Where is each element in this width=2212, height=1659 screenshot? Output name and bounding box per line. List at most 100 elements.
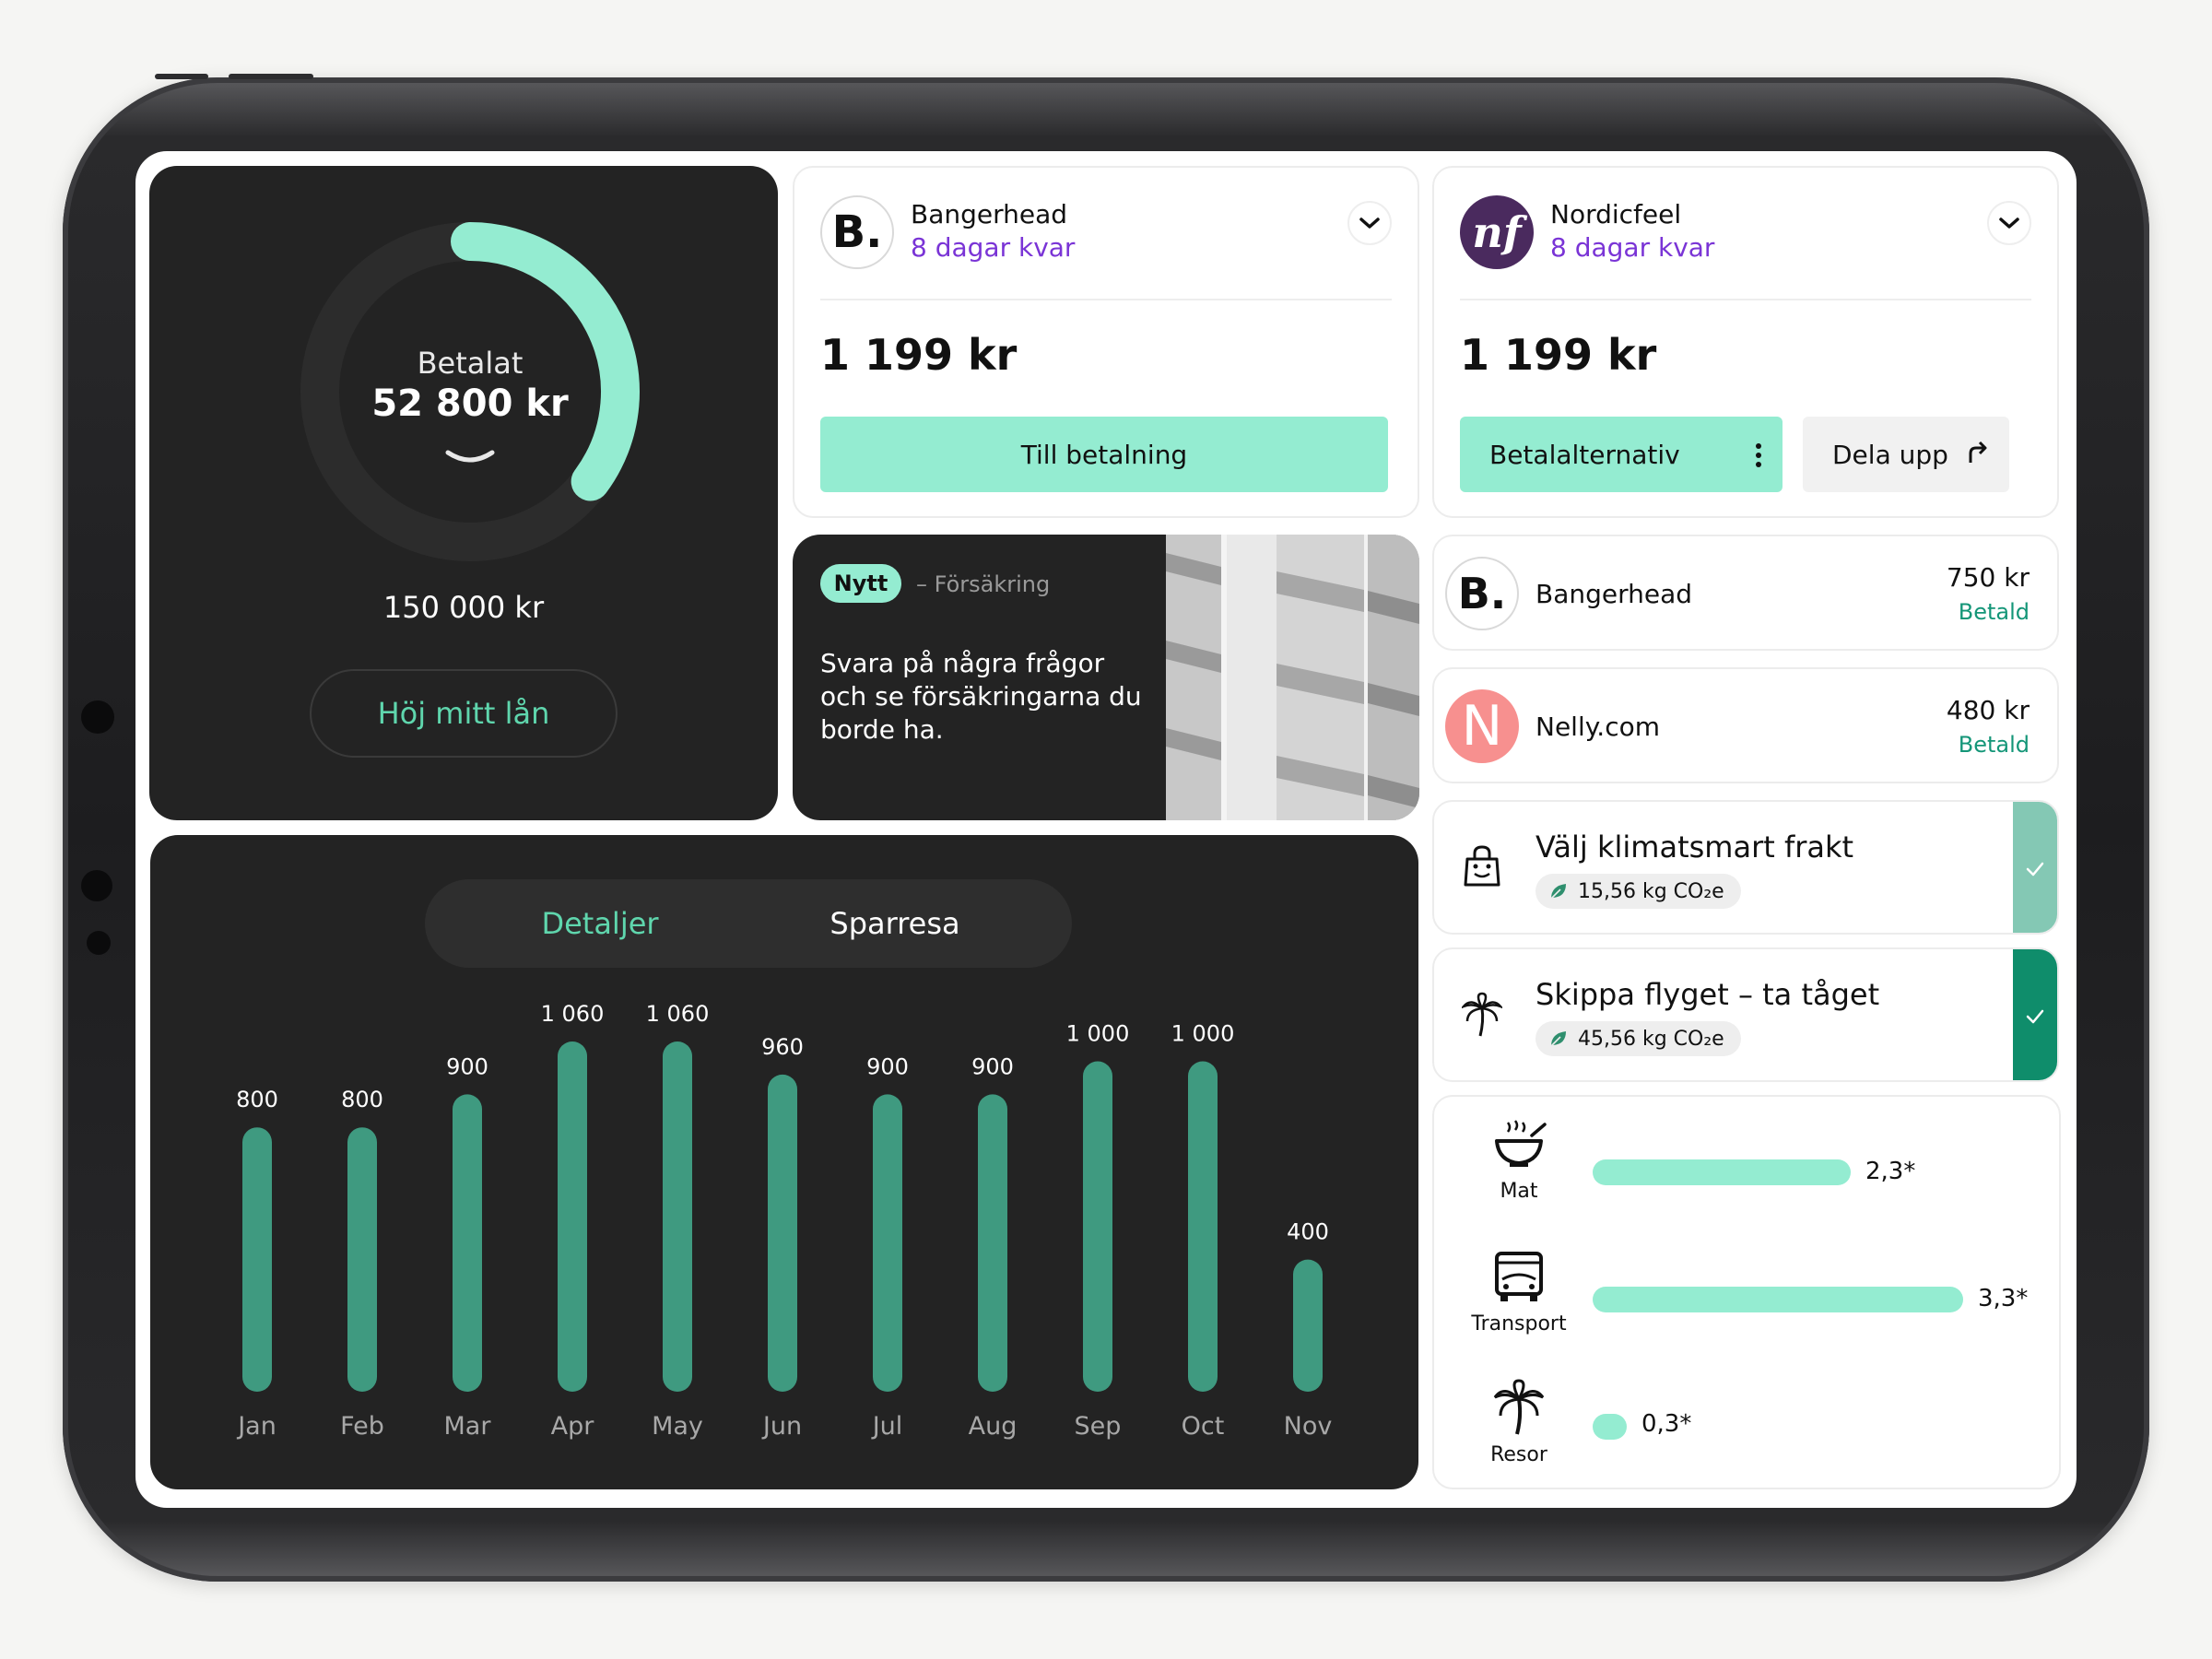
x-tick-label: Jun xyxy=(761,1412,802,1441)
x-tick-label: Jan xyxy=(236,1412,276,1441)
raise-loan-button[interactable]: Höj mitt lån xyxy=(310,669,618,758)
footprint-label: Mat xyxy=(1500,1180,1538,1203)
climate-choice-shipping[interactable]: Välj klimatsmart frakt 15,56 kg CO₂e xyxy=(1432,800,2059,935)
bar-jun[interactable] xyxy=(768,1074,797,1392)
camera-lens xyxy=(81,870,112,901)
split-payment-label: Dela upp xyxy=(1832,439,1948,470)
building-photo xyxy=(1166,535,1419,820)
bar-may[interactable] xyxy=(663,1041,692,1392)
merchant-name: Nordicfeel xyxy=(1550,199,1682,229)
leaf-icon xyxy=(1550,884,1566,900)
bangerhead-logo: B. xyxy=(1445,557,1519,630)
merchant-name: Bangerhead xyxy=(1535,579,1693,609)
nordicfeel-logo: nf xyxy=(1460,195,1534,269)
invoice-amount: 1 199 kr xyxy=(820,330,1018,380)
x-tick-label: Oct xyxy=(1182,1412,1225,1441)
payment-status: Betald xyxy=(1958,732,2030,758)
shopping-bag-icon xyxy=(1464,845,1500,887)
footprint-value: 2,3* xyxy=(1865,1158,1916,1185)
payment-options-button[interactable]: Betalalternativ xyxy=(1460,417,1783,492)
camera-sensor xyxy=(81,700,114,734)
palm-tree-icon xyxy=(1462,992,1502,1037)
footprint-row-food: Mat 2,3* xyxy=(1434,1115,2059,1217)
invoice-amount: 1 199 kr xyxy=(1460,330,1657,380)
bar-feb[interactable] xyxy=(347,1127,377,1392)
bar-value-label: 1 000 xyxy=(1171,1021,1235,1047)
merchant-name: Bangerhead xyxy=(911,199,1068,229)
insurance-promo-card[interactable]: Nytt – Försäkring Svara på några frågor … xyxy=(793,535,1419,820)
progress-ring-arc xyxy=(451,222,640,501)
bus-icon xyxy=(1495,1252,1543,1301)
bar-aug[interactable] xyxy=(978,1094,1007,1392)
x-tick-label: Apr xyxy=(551,1412,595,1441)
merchant-name: Nelly.com xyxy=(1535,712,1661,742)
bar-mar[interactable] xyxy=(453,1094,482,1392)
pay-button[interactable]: Till betalning xyxy=(820,417,1388,492)
footprint-row-travel: Resor 0,3* xyxy=(1434,1379,2059,1480)
select-toggle[interactable] xyxy=(2013,802,2057,933)
x-tick-label: Nov xyxy=(1284,1412,1333,1441)
bar-jul[interactable] xyxy=(873,1094,902,1392)
bar-apr[interactable] xyxy=(558,1041,587,1392)
purchase-row-bangerhead[interactable]: B. Bangerhead 750 kr Betald xyxy=(1432,535,2059,651)
power-button xyxy=(229,74,313,79)
nelly-logo: N xyxy=(1445,689,1519,763)
chevron-down-icon[interactable] xyxy=(444,447,496,467)
x-tick-label: Jul xyxy=(871,1412,903,1441)
expand-button[interactable] xyxy=(1987,201,2031,245)
climate-choice-train[interactable]: Skippa flyget – ta tåget 45,56 kg CO₂e xyxy=(1432,947,2059,1082)
co2-value: 15,56 kg CO₂e xyxy=(1578,879,1724,903)
footprint-bar xyxy=(1593,1287,1963,1312)
select-toggle[interactable] xyxy=(2013,949,2057,1080)
more-vertical-icon xyxy=(1756,443,1761,467)
days-left: 8 dagar kvar xyxy=(1550,232,1715,263)
bar-value-label: 900 xyxy=(866,1053,909,1079)
x-tick-label: Sep xyxy=(1075,1412,1122,1441)
x-tick-label: Aug xyxy=(969,1412,1018,1441)
bar-oct[interactable] xyxy=(1188,1061,1218,1392)
footprint-bar xyxy=(1593,1159,1851,1185)
x-tick-label: Feb xyxy=(340,1412,384,1441)
bar-value-label: 1 000 xyxy=(1066,1021,1130,1047)
divider xyxy=(820,299,1392,300)
loan-card: Betalat 52 800 kr 150 000 kr Höj mitt lå… xyxy=(149,166,778,820)
footprint-value: 0,3* xyxy=(1641,1410,1692,1438)
food-bowl-icon xyxy=(1495,1120,1547,1167)
footprint-row-transport: Transport 3,3* xyxy=(1434,1248,2059,1349)
paid-amount: 52 800 kr xyxy=(371,382,569,425)
divider xyxy=(1460,299,2031,300)
days-left: 8 dagar kvar xyxy=(911,232,1076,263)
footprint-card: Mat 2,3* Transport 3,3* xyxy=(1432,1095,2061,1489)
loan-progress-ring: Betalat 52 800 kr xyxy=(295,217,645,567)
bar-value-label: 400 xyxy=(1287,1219,1329,1245)
co2-value: 45,56 kg CO₂e xyxy=(1578,1027,1724,1051)
monthly-bar-chart: 800 Jan 800 Feb 900 Mar 1 060 Apr 1 060 May 960 Jun… xyxy=(236,1001,1333,1441)
checkmark-icon xyxy=(2026,1009,2044,1024)
share-arrow-icon xyxy=(1969,441,1987,463)
bar-sep[interactable] xyxy=(1083,1061,1112,1392)
bar-value-label: 1 060 xyxy=(541,1001,605,1027)
purchase-amount: 750 kr xyxy=(1946,562,2030,593)
bar-value-label: 900 xyxy=(446,1053,488,1079)
palm-tree-icon xyxy=(1493,1379,1545,1435)
bar-value-label: 960 xyxy=(761,1034,804,1060)
co2-badge: 45,56 kg CO₂e xyxy=(1535,1021,1741,1056)
purchase-row-nelly[interactable]: N Nelly.com 480 kr Betald xyxy=(1432,667,2059,783)
tab-details[interactable]: Detaljer xyxy=(541,906,659,941)
progress-ring-graphic xyxy=(300,222,640,561)
leaf-icon xyxy=(1550,1031,1566,1047)
new-badge: Nytt xyxy=(820,564,901,603)
footprint-label: Transport xyxy=(1471,1312,1567,1335)
merchant-card-nordicfeel: nf Nordicfeel 8 dagar kvar 1 199 kr Beta… xyxy=(1432,166,2059,518)
flash-sensor xyxy=(87,931,111,955)
bar-value-label: 800 xyxy=(236,1087,278,1112)
bar-nov[interactable] xyxy=(1293,1259,1323,1392)
split-payment-button[interactable]: Dela upp xyxy=(1803,417,2009,492)
savings-chart-card: 800 Jan 800 Feb 900 Mar 1 060 Apr 1 060 May 960 Jun… xyxy=(150,835,1418,1489)
expand-button[interactable] xyxy=(1347,201,1392,245)
bar-value-label: 800 xyxy=(341,1087,383,1112)
segmented-control: Detaljer Sparresa xyxy=(425,879,1072,968)
tab-savings-trip[interactable]: Sparresa xyxy=(830,906,960,941)
bar-value-label: 900 xyxy=(971,1053,1014,1079)
bar-jan[interactable] xyxy=(242,1127,272,1392)
